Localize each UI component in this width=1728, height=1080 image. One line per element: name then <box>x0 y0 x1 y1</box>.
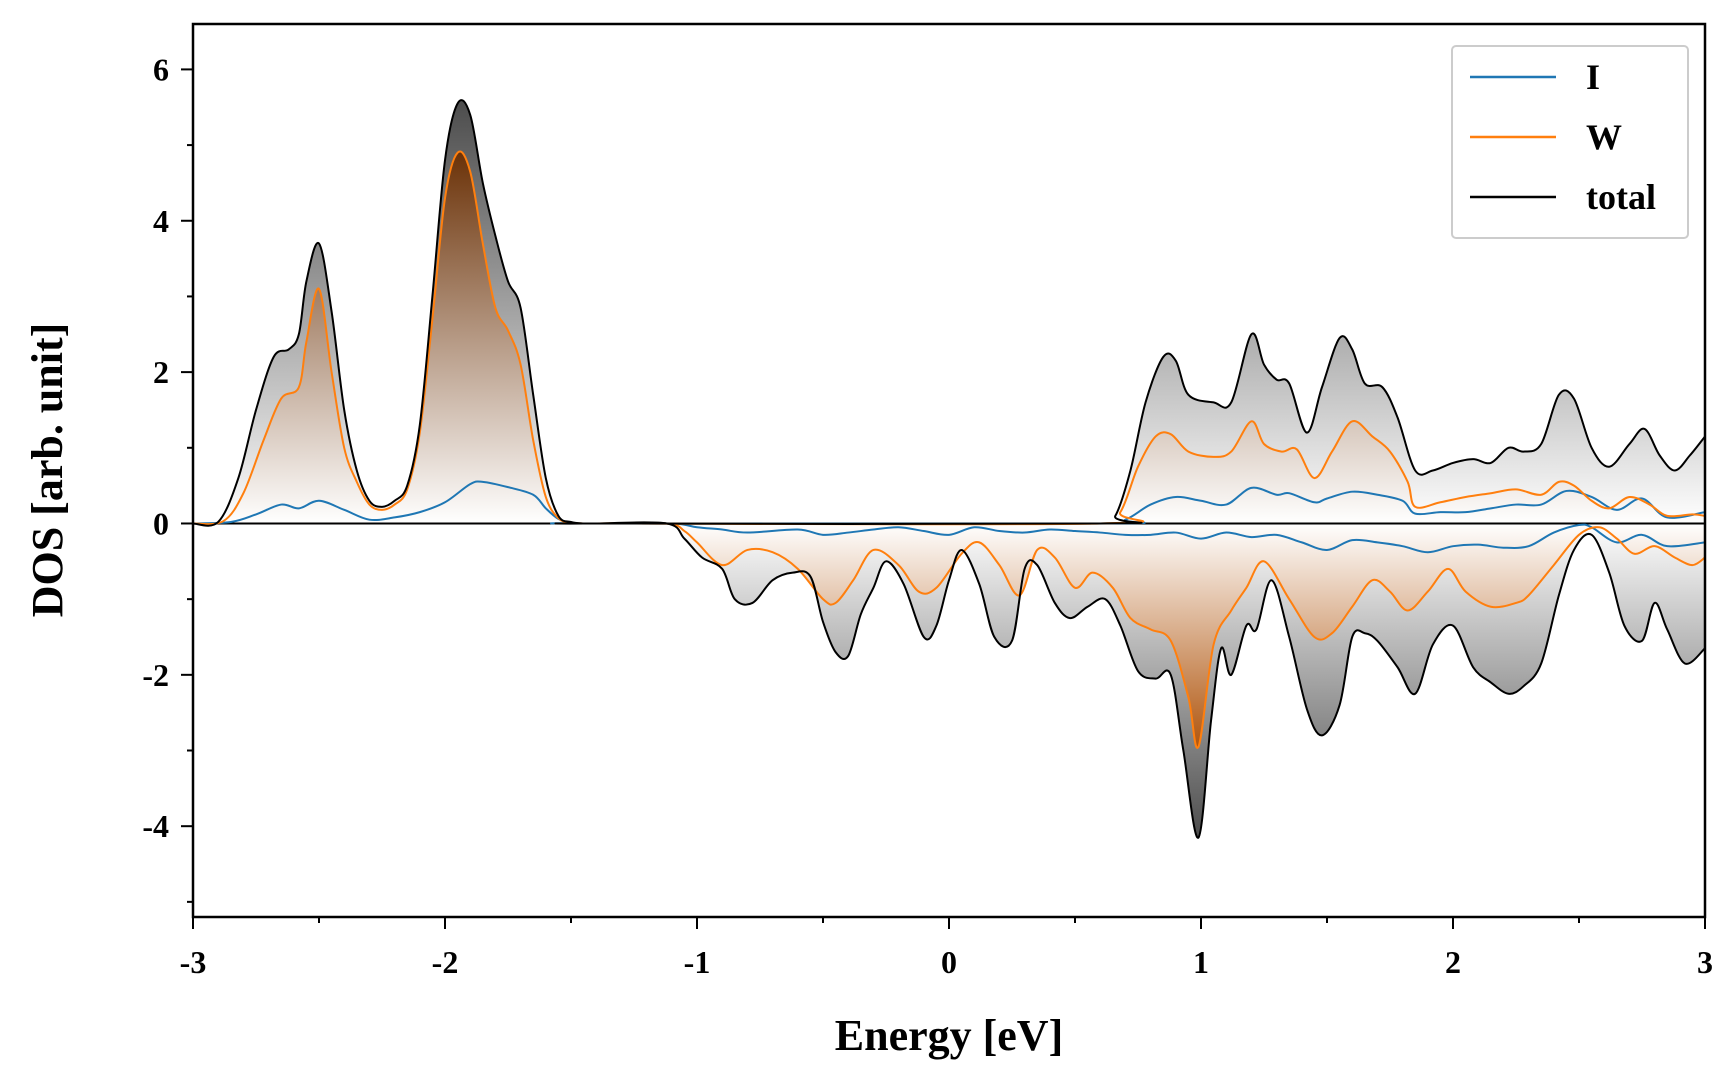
y-tick-label: 0 <box>153 505 169 541</box>
x-axis-label: Energy [eV] <box>835 1011 1064 1060</box>
x-tick-label: -1 <box>684 944 711 980</box>
total-down-line <box>596 521 1705 839</box>
y-tick-label: 6 <box>153 51 169 87</box>
i-down-line <box>596 522 1705 554</box>
legend-label-i: I <box>1586 57 1600 97</box>
x-tick-label: 0 <box>941 944 957 980</box>
x-tick-label: 2 <box>1445 944 1461 980</box>
x-tick-label: -2 <box>432 944 459 980</box>
y-axis-label: DOS [arb. unit] <box>23 323 72 618</box>
y-tick-label: -4 <box>142 808 169 844</box>
y-tick-label: -2 <box>142 657 169 693</box>
y-tick-label: 2 <box>153 354 169 390</box>
w-down-fill <box>596 522 1705 748</box>
legend-label-w: W <box>1586 117 1622 157</box>
legend: I W total <box>1451 45 1689 239</box>
total-down-fill <box>596 522 1705 838</box>
legend-box <box>1451 45 1689 239</box>
plot-area <box>193 99 1705 839</box>
w-down-line <box>596 521 1705 749</box>
total-up-line <box>193 99 1705 527</box>
i-up-line <box>193 480 1705 525</box>
x-tick-label: 1 <box>1193 944 1209 980</box>
y-tick-label: 4 <box>153 203 169 239</box>
legend-label-total: total <box>1586 177 1656 217</box>
y-axis: -4 -2 0 2 4 6 <box>142 51 193 903</box>
total-up-fill <box>193 100 1705 526</box>
x-tick-label: -3 <box>180 944 207 980</box>
x-axis: -3 -2 -1 0 1 2 3 <box>180 917 1713 980</box>
w-up-fill <box>193 151 1705 525</box>
x-tick-label: 3 <box>1697 944 1713 980</box>
